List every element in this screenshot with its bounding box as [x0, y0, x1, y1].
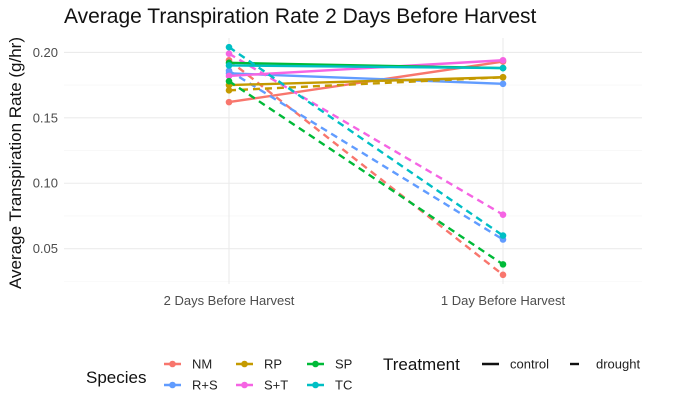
series-s-t-drought — [225, 50, 507, 218]
legend-label-species: SP — [335, 357, 352, 372]
series-s-t-control — [225, 56, 507, 80]
y-tick-label: 0.20 — [33, 45, 58, 60]
legend-label-species: NM — [192, 357, 212, 372]
legend-key-dot — [169, 360, 176, 368]
y-axis-title: Average Transpiration Rate (g/hr) — [6, 37, 25, 289]
data-point — [499, 211, 507, 218]
legend: Species Treatment NM R+S RP S+T SP TC control d… — [86, 355, 640, 393]
series-tc-control — [225, 62, 507, 72]
series-line — [228, 72, 504, 85]
series-line — [228, 52, 504, 216]
series-line — [228, 76, 504, 92]
data-point — [225, 98, 233, 106]
legend-key-dot — [312, 360, 319, 368]
series-layer — [225, 43, 507, 279]
data-point — [225, 62, 233, 69]
y-tick-label: 0.10 — [33, 176, 58, 191]
legend-label-treatment: drought — [596, 357, 640, 372]
data-point — [499, 80, 507, 88]
series-tc-drought — [225, 43, 507, 239]
series-line — [228, 69, 504, 241]
legend-label-species: RP — [264, 357, 282, 372]
legend-key-species: NM — [164, 357, 212, 372]
legend-key-species: TC — [307, 378, 352, 393]
data-point — [499, 64, 507, 72]
data-point — [499, 261, 507, 268]
legend-key-species: R+S — [164, 378, 218, 393]
data-point — [225, 72, 233, 80]
chart-title: Average Transpiration Rate 2 Days Before… — [64, 5, 537, 28]
legend-label-species: R+S — [192, 378, 218, 393]
legend-key-dot — [312, 381, 319, 389]
data-point — [499, 56, 507, 64]
x-tick-label: 2 Days Before Harvest — [164, 293, 295, 308]
legend-key-dot — [241, 360, 248, 368]
y-tick-label: 0.15 — [33, 110, 58, 125]
legend-key-dot — [169, 381, 176, 389]
data-point — [499, 73, 507, 81]
legend-key-dot — [241, 381, 248, 389]
series-rp-drought — [225, 73, 507, 94]
x-axis-ticks: 2 Days Before Harvest 1 Day Before Harves… — [164, 293, 566, 308]
series-line — [228, 59, 504, 78]
legend-key-species: S+T — [236, 378, 288, 393]
legend-key-species: SP — [307, 357, 352, 372]
y-axis-ticks: 0.05 0.10 0.15 0.20 — [33, 45, 58, 256]
legend-key-treatment: drought — [570, 357, 640, 372]
legend-label-species: S+T — [264, 378, 288, 393]
series-line — [228, 46, 504, 237]
treatment-legend-title: Treatment — [383, 355, 460, 374]
data-point — [225, 67, 233, 75]
legend-key-treatment: control — [482, 357, 549, 372]
data-point — [499, 232, 507, 239]
x-tick-label: 1 Day Before Harvest — [441, 293, 566, 308]
data-point — [225, 87, 233, 94]
data-point — [225, 43, 233, 51]
species-legend-title: Species — [86, 368, 146, 387]
legend-label-species: TC — [335, 378, 352, 393]
series-line — [228, 80, 504, 266]
data-point — [499, 271, 507, 279]
series-line — [228, 59, 504, 276]
data-point — [225, 50, 233, 58]
series-sp-drought — [225, 77, 507, 268]
legend-key-species: RP — [236, 357, 282, 372]
data-point — [225, 77, 233, 85]
y-tick-label: 0.05 — [33, 241, 58, 256]
legend-label-treatment: control — [510, 357, 549, 372]
series-line — [228, 64, 504, 70]
